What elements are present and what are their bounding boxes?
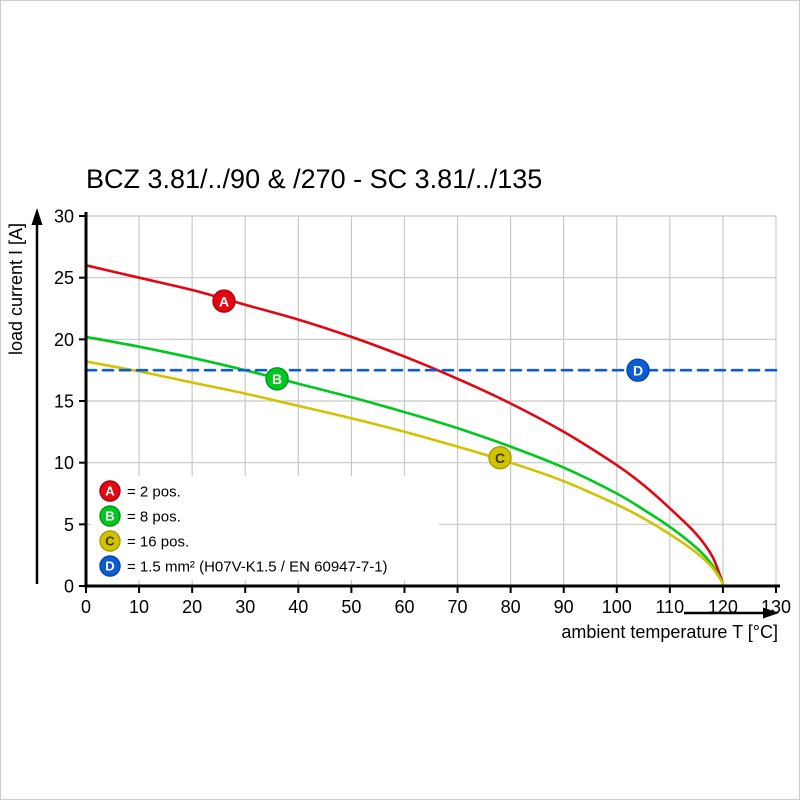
legend: A = 2 pos. B = 8 pos. C = 16 pos. D = 1.5 mm² (… [99, 480, 388, 577]
x-tick-label: 80 [501, 597, 521, 617]
x-tick-label: 10 [129, 597, 149, 617]
legend-marker-letter: C [105, 534, 115, 549]
x-tick-label: 90 [554, 597, 574, 617]
x-tick-label: 70 [448, 597, 468, 617]
legend-marker-D [99, 555, 121, 577]
x-tick-label: 120 [708, 597, 738, 617]
curve-markers: A B C D [212, 289, 650, 470]
x-tick-label: 20 [182, 597, 202, 617]
x-tick-label: 50 [341, 597, 361, 617]
y-tick-label: 5 [64, 515, 74, 535]
curve-marker-letter: A [219, 293, 229, 309]
y-tick-label: 0 [64, 577, 74, 597]
curve-C [84, 360, 725, 585]
y-tick-label: 25 [54, 268, 74, 288]
chart-title: BCZ 3.81/../90 & /270 - SC 3.81/../135 [86, 164, 542, 194]
legend-marker-B [99, 505, 121, 527]
curve-marker-C [488, 446, 512, 470]
y-tick-label: 30 [54, 207, 74, 227]
legend-marker-letter: B [105, 509, 114, 524]
legend-marker-letter: A [105, 484, 115, 499]
legend-label-A: = 2 pos. [127, 484, 181, 501]
curve-marker-letter: C [495, 450, 505, 466]
x-tick-label: 60 [394, 597, 414, 617]
legend-background [91, 476, 439, 580]
x-tick-label: 130 [761, 597, 791, 617]
x-tick-label: 0 [81, 597, 91, 617]
x-axis-label: ambient temperature T [°C] [561, 622, 778, 642]
legend-marker-A [99, 480, 121, 502]
y-tick-label: 10 [54, 453, 74, 473]
y-tick-label: 20 [54, 330, 74, 350]
y-tick-label: 15 [54, 392, 74, 412]
curve-marker-D [626, 358, 650, 382]
legend-label-C: = 16 pos. [127, 534, 189, 551]
x-tick-label: 110 [655, 597, 684, 617]
curve-marker-B [265, 367, 289, 391]
curve-marker-A [212, 289, 236, 313]
legend-marker-C [99, 530, 121, 552]
x-axis-arrowhead-icon [763, 607, 779, 619]
y-axis-label: load current I [A] [6, 223, 26, 355]
legend-label-D: = 1.5 mm² (H07V-K1.5 / EN 60947-7-1) [127, 559, 388, 576]
curve-marker-letter: D [633, 362, 643, 378]
legend-marker-letter: D [105, 559, 114, 574]
x-tick-label: 40 [288, 597, 308, 617]
curve-marker-letter: B [272, 371, 282, 387]
curve-B [84, 335, 725, 585]
curves [84, 264, 778, 585]
y-axis-arrowhead-icon [31, 208, 43, 225]
x-tick-label: 100 [602, 597, 632, 617]
legend-label-B: = 8 pos. [127, 509, 181, 526]
tick-labels: 0 10 20 30 40 50 60 70 80 90 100 110 120 130 0 5 10 15 20 2… [54, 207, 791, 618]
x-tick-label: 30 [235, 597, 255, 617]
